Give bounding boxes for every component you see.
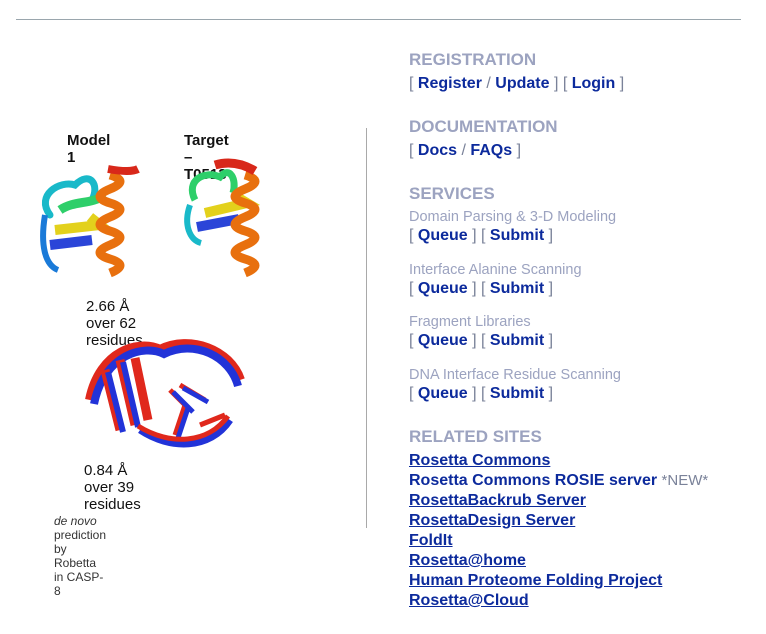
service-name: DNA Interface Residue Scanning <box>409 367 621 383</box>
related-sites-title: RELATED SITES <box>409 427 542 446</box>
model-label: Model 1 <box>67 132 111 166</box>
submit-link[interactable]: Submit <box>489 280 545 297</box>
submit-link[interactable]: Submit <box>489 332 545 349</box>
login-link[interactable]: Login <box>571 75 616 92</box>
service-name: Domain Parsing & 3-D Modeling <box>409 209 617 225</box>
service-links: [ Queue ] [ Submit ] <box>409 227 554 244</box>
service-links: [ Queue ] [ Submit ] <box>409 385 554 402</box>
target-structure-image <box>184 158 261 278</box>
service-name: Fragment Libraries <box>409 314 531 330</box>
submit-link[interactable]: Submit <box>489 385 545 402</box>
services-title: SERVICES <box>409 184 495 203</box>
related-link-rosetta-commons[interactable]: Rosetta Commons <box>409 452 551 469</box>
docs-link[interactable]: Docs <box>417 142 458 159</box>
documentation-title: DOCUMENTATION <box>409 117 558 136</box>
related-link-rosettadesign[interactable]: RosettaDesign Server <box>409 512 576 529</box>
faqs-link[interactable]: FAQs <box>470 142 513 159</box>
related-item-rosie: Rosetta Commons ROSIE server *NEW* <box>409 472 708 490</box>
related-link-human-proteome[interactable]: Human Proteome Folding Project <box>409 572 663 589</box>
register-link[interactable]: Register <box>417 75 482 92</box>
rmsd-bottom-label: 0.84 Å over 39 residues <box>84 462 141 513</box>
service-name: Interface Alanine Scanning <box>409 262 582 278</box>
related-link-rosetta-home[interactable]: Rosetta@home <box>409 552 526 569</box>
model-structure-image <box>40 165 140 278</box>
new-badge: *NEW* <box>661 472 709 489</box>
superposition-image <box>85 339 245 448</box>
top-divider <box>16 19 741 20</box>
service-links: [ Queue ] [ Submit ] <box>409 332 554 349</box>
registration-title: REGISTRATION <box>409 50 537 69</box>
queue-link[interactable]: Queue <box>417 332 468 349</box>
registration-links: [ Register / Update ] [ Login ] <box>409 75 625 92</box>
related-link-rosie[interactable]: Rosetta Commons ROSIE server <box>409 472 658 489</box>
figure-caption: de novo prediction by Robetta in CASP-8 <box>54 514 106 598</box>
service-links: [ Queue ] [ Submit ] <box>409 280 554 297</box>
caption-italic: de novo <box>54 514 97 528</box>
queue-link[interactable]: Queue <box>417 385 468 402</box>
documentation-links: [ Docs / FAQs ] <box>409 142 522 159</box>
related-link-rosetta-cloud[interactable]: Rosetta@Cloud <box>409 592 529 609</box>
related-link-backrub[interactable]: RosettaBackrub Server <box>409 492 586 509</box>
column-divider <box>366 128 367 528</box>
queue-link[interactable]: Queue <box>417 280 468 297</box>
update-link[interactable]: Update <box>495 75 550 92</box>
related-link-foldit[interactable]: FoldIt <box>409 532 453 549</box>
queue-link[interactable]: Queue <box>417 227 468 244</box>
caption-text: prediction by Robetta in CASP-8 <box>54 528 107 598</box>
submit-link[interactable]: Submit <box>489 227 545 244</box>
